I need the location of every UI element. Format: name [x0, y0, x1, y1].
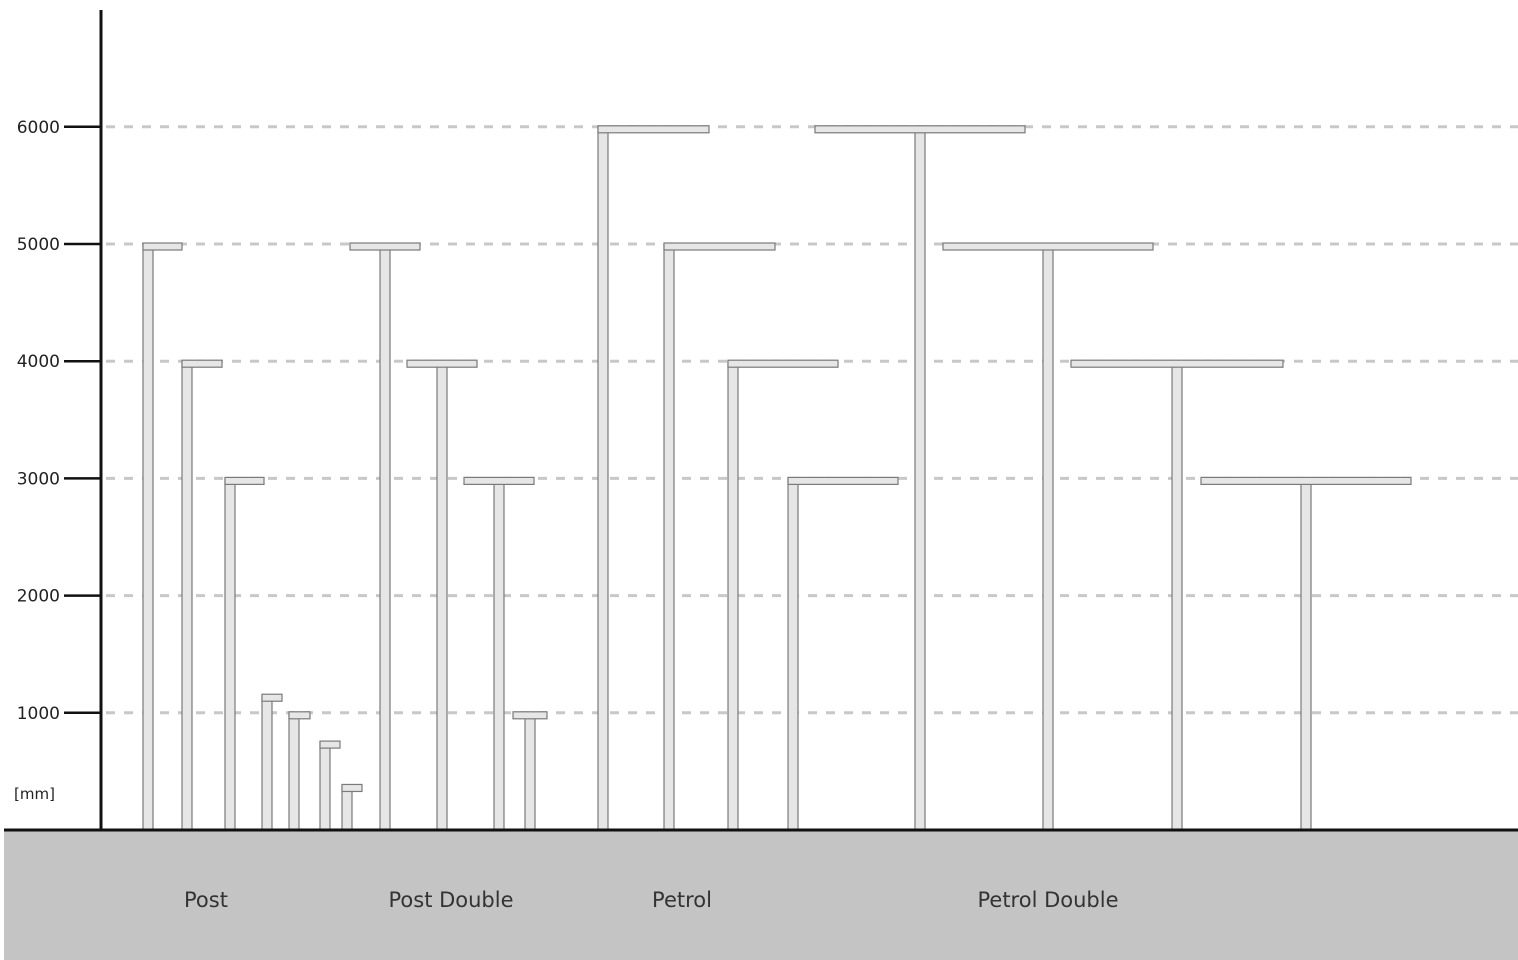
pole-arm	[597, 125, 710, 134]
pole-arm	[406, 359, 478, 368]
pole-shaft	[524, 712, 536, 831]
y-tick-label: 5000	[17, 235, 60, 255]
y-tick-label: 4000	[17, 352, 60, 372]
pole	[224, 476, 265, 831]
pole-shaft	[1042, 243, 1054, 831]
pole-shaft	[663, 243, 675, 831]
pole-arm	[181, 359, 223, 368]
pole-arm	[319, 740, 341, 749]
pole-shaft	[914, 126, 926, 831]
pole-arm	[1200, 476, 1412, 485]
pole	[261, 693, 283, 831]
pole-shaft	[787, 477, 799, 831]
pole-arm	[142, 242, 183, 251]
pole-arm	[727, 359, 839, 368]
y-tick-label: 6000	[17, 118, 60, 138]
pole-shaft	[288, 712, 300, 831]
pole-shaft	[224, 477, 236, 831]
pole-arm	[463, 476, 535, 485]
pole	[512, 711, 548, 831]
pole-shaft	[1171, 360, 1183, 831]
pole-arm	[341, 783, 363, 793]
pole-arm	[787, 476, 899, 485]
unit-label: [mm]	[14, 785, 55, 803]
group-label: Post	[184, 888, 228, 912]
y-axis-ticks: 1000 2000 3000 4000 5000 6000	[17, 118, 101, 724]
pole-arm	[1070, 359, 1284, 368]
pole-shaft	[493, 477, 505, 831]
ground-band	[4, 830, 1518, 960]
pole-arm	[288, 711, 311, 720]
pole	[1200, 476, 1412, 831]
group-label: Post Double	[388, 888, 513, 912]
pole-shaft	[142, 243, 154, 831]
pole-shaft	[341, 784, 353, 831]
pole-arm	[814, 125, 1026, 134]
y-tick-label: 2000	[17, 587, 60, 607]
pole-shaft	[181, 360, 193, 831]
group-label: Petrol	[652, 888, 712, 912]
pole-shaft	[727, 360, 739, 831]
pole	[463, 476, 535, 831]
pole-arm	[224, 476, 265, 485]
pole-arm	[942, 242, 1154, 251]
pole-arm	[512, 711, 548, 720]
pole-shaft	[436, 360, 448, 831]
pole-arm	[261, 693, 283, 702]
pole-arm	[663, 242, 776, 251]
pole	[142, 242, 183, 831]
pole-shaft	[379, 243, 391, 831]
group-label: Petrol Double	[977, 888, 1118, 912]
pole	[349, 242, 421, 831]
pole	[787, 476, 899, 831]
pole-arm	[349, 242, 421, 251]
poles	[142, 125, 1412, 831]
y-tick-label: 3000	[17, 469, 60, 489]
y-tick-label: 1000	[17, 704, 60, 724]
pole	[663, 242, 776, 831]
group-labels: Post Post Double Petrol Petrol Double	[184, 888, 1118, 912]
pole-shaft	[597, 126, 609, 831]
pole-shaft	[1300, 477, 1312, 831]
pole	[288, 711, 311, 831]
pole	[341, 783, 363, 831]
pole-shaft	[319, 741, 331, 831]
pole-shaft	[261, 694, 273, 831]
pole	[942, 242, 1154, 831]
pole	[319, 740, 341, 831]
